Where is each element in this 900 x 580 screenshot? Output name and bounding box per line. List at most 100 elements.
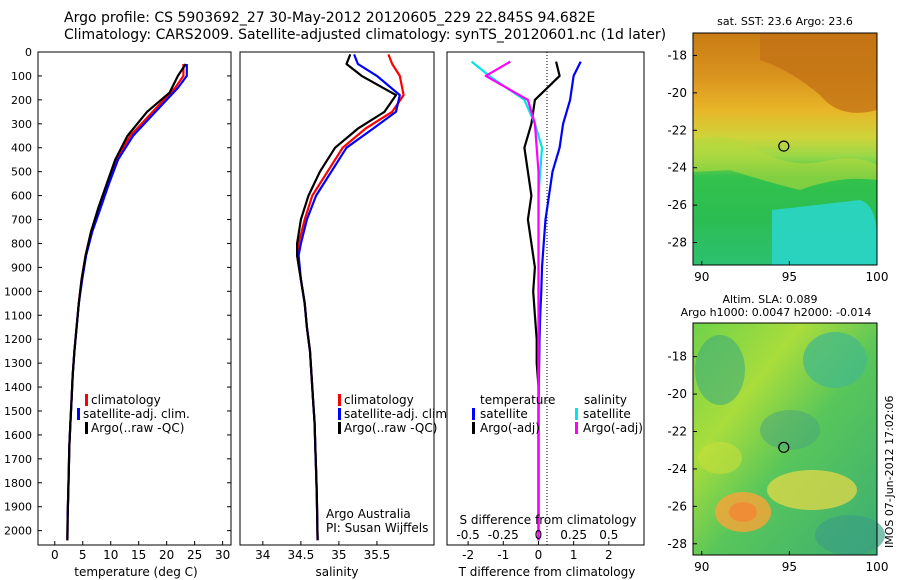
legend-label-sal-satellite: satellite: [583, 407, 631, 421]
difference-x-ticks: -2 -1 0 1 2: [462, 541, 613, 562]
map-x-tick-label: 90: [694, 270, 709, 284]
legend-label-satellite-adj: satellite-adj. clim.: [344, 407, 451, 421]
y-tick-label: 400: [11, 142, 32, 155]
y-tick-label: 1400: [4, 381, 32, 394]
salinity-difference-ticks: -0.5 -0.25 0 0.25 0.5: [456, 528, 618, 542]
map-y-tick-label: -28: [667, 236, 687, 250]
temperature-legend: climatology satellite-adj. clim. Argo(..…: [77, 393, 190, 435]
legend-swatch-argo-raw: [85, 422, 88, 434]
map-x-tick-label: 100: [866, 270, 889, 284]
salinity-x-label: salinity: [315, 565, 358, 579]
legend-heading-salinity: salinity: [584, 393, 627, 407]
y-tick-label: 800: [11, 237, 32, 250]
legend-heading-temperature: temperature: [480, 393, 555, 407]
x-tick-label: 30: [215, 548, 230, 562]
x-tick-label: 1: [570, 548, 578, 562]
legend-swatch-temp-argo: [472, 422, 475, 434]
sst-map-ticks: 90 95 100 -18 -20 -22 -24 -26 -28: [667, 48, 888, 284]
x-tick-label: 34.5: [288, 548, 315, 562]
legend-label-climatology: climatology: [91, 393, 161, 407]
legend-label-temp-argo: Argo(-adj): [480, 421, 540, 435]
sla-map-ticks: 90 95 100 -18 -20 -22 -24 -26 -28: [667, 350, 888, 574]
sst-cool-patch: [772, 200, 877, 265]
sla-low-anomaly: [695, 335, 745, 405]
y-tick-label: 1600: [4, 429, 32, 442]
y-tick-label: 1900: [4, 501, 32, 514]
y-tick-label: 1300: [4, 357, 32, 370]
sla-map-title: Altim. SLA: 0.089: [722, 293, 817, 306]
x-tick-label: 15: [131, 548, 146, 562]
y-tick-label: 1700: [4, 453, 32, 466]
sst-yellow-patch: [693, 136, 877, 190]
argo-location-marker: [778, 441, 790, 453]
y-tick-label: 1800: [4, 477, 32, 490]
x-tick-label: -1: [497, 548, 509, 562]
sst-map-panel: sat. SST: 23.6 Argo: 23.6 90 95 100 -18 -20 -…: [667, 15, 888, 284]
x-tick-label: 0: [51, 548, 59, 562]
y-tick-label: 500: [11, 166, 32, 179]
legend-swatch-temp-satellite: [472, 408, 475, 420]
map-y-tick-label: -28: [667, 537, 687, 551]
y-tick-label: 600: [11, 190, 32, 203]
figure-title-line-2: Climatology: CARS2009. Satellite-adjuste…: [64, 27, 667, 43]
figure-title-line-1: Argo profile: CS 5903692_27 30-May-2012 …: [64, 10, 596, 26]
legend-label-sal-argo: Argo(-adj): [583, 421, 643, 435]
temperature-panel: 0100200300400500600700800900100011001200…: [4, 46, 644, 579]
y-tick-label: 1000: [4, 285, 32, 298]
y-tick-label: 100: [11, 70, 32, 83]
salinity-series-group: [296, 53, 405, 541]
map-x-tick-label: 95: [782, 560, 797, 574]
legend-label-climatology: climatology: [344, 393, 414, 407]
y-tick-label: 2000: [4, 525, 32, 538]
legend-label-temp-satellite: satellite: [480, 407, 528, 421]
legend-swatch-sal-satellite: [575, 408, 578, 420]
sst-map-frame: [692, 32, 878, 266]
y-tick-label: 0: [25, 46, 32, 59]
top-tick-label: -0.25: [488, 528, 519, 542]
y-tick-label: 300: [11, 118, 32, 131]
legend-swatch-sal-argo: [575, 422, 578, 434]
sla-low-anomaly: [815, 515, 885, 555]
legend-swatch-satellite-adj: [77, 408, 80, 420]
top-tick-label: 0.25: [560, 528, 587, 542]
x-tick-label: 2: [605, 548, 613, 562]
imos-timestamp: IMOS 07-Jun-2012 17:02:06: [883, 395, 896, 548]
difference-panel: -2 -1 0 1 2 -0.5 -0.25 0 0.25 0.5 S difference f…: [446, 51, 645, 579]
argo-location-marker: [778, 140, 790, 152]
map-y-tick-label: -18: [667, 48, 687, 62]
map-y-tick-label: -24: [667, 462, 687, 476]
x-tick-label: 35: [331, 548, 346, 562]
y-tick-label: 700: [11, 214, 32, 227]
s-difference-label: S difference from climatology: [460, 513, 637, 527]
sla-low-anomaly: [760, 410, 820, 450]
temperature-x-ticks: 0 5 10 15 20 25 30: [51, 541, 230, 562]
map-x-tick-label: 100: [866, 560, 889, 574]
top-tick-label: -0.5: [456, 528, 479, 542]
salinity-panel: 34 34.5 35 35.5 salinity climatology satell…: [239, 51, 451, 579]
series-line: [66, 63, 187, 541]
x-tick-label: 5: [79, 548, 87, 562]
salinity-legend: climatology satellite-adj. clim. Argo(..…: [338, 393, 451, 435]
sla-map-frame: [692, 322, 878, 556]
y-tick-label: 1500: [4, 405, 32, 418]
sla-mid-anomaly: [767, 470, 857, 510]
x-tick-label: 35.5: [364, 548, 391, 562]
x-tick-label: 34: [255, 548, 270, 562]
map-y-tick-label: -24: [667, 161, 687, 175]
map-x-tick-label: 95: [782, 270, 797, 284]
sla-mid-anomaly: [698, 442, 742, 474]
map-y-tick-label: -20: [667, 387, 687, 401]
legend-swatch-argo-raw: [338, 422, 341, 434]
difference-series-group: [470, 60, 582, 541]
map-y-tick-label: -26: [667, 499, 687, 513]
map-y-tick-label: -26: [667, 198, 687, 212]
map-x-tick-label: 90: [694, 560, 709, 574]
credit-line-2: PI: Susan Wijffels: [326, 521, 428, 535]
sla-low-anomaly: [803, 332, 867, 388]
difference-legend: temperature salinity satellite Argo(-adj…: [472, 393, 643, 435]
salinity-x-ticks: 34 34.5 35 35.5: [255, 541, 390, 562]
legend-swatch-climatology: [85, 394, 88, 406]
sla-high-anomaly: [729, 502, 757, 522]
